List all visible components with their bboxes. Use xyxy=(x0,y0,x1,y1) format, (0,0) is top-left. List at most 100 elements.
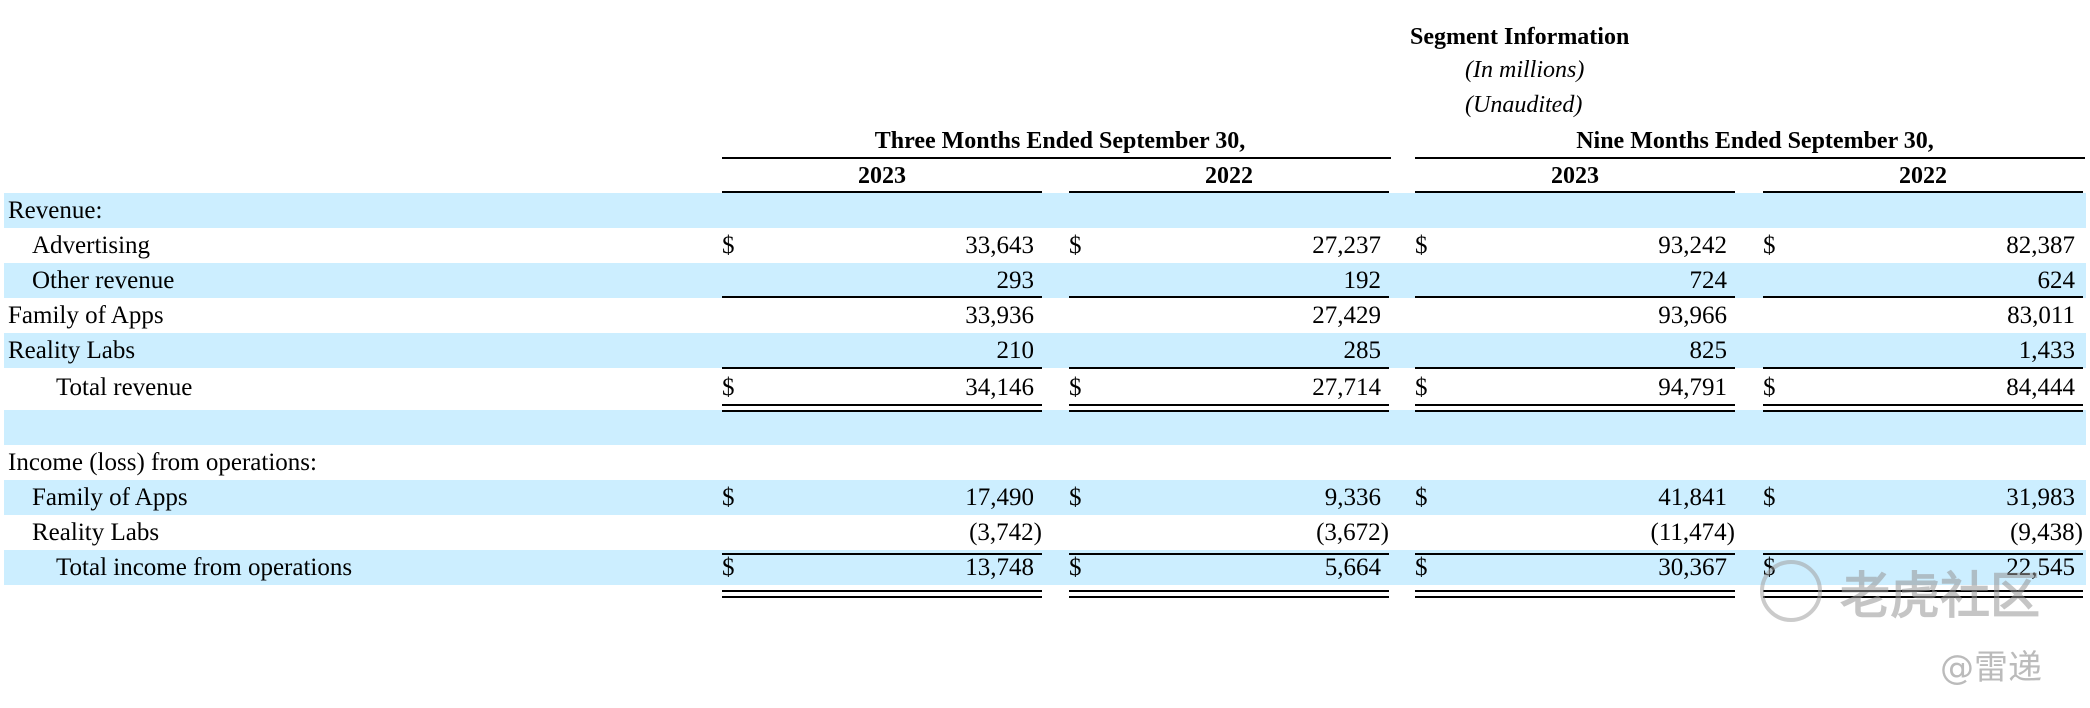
table-cell-value: 84,444 xyxy=(2006,374,2075,401)
total-double-underline xyxy=(1069,590,1389,598)
row-shading xyxy=(4,550,2086,585)
currency-symbol: $ xyxy=(1415,484,1428,511)
currency-symbol: $ xyxy=(1069,232,1082,259)
currency-symbol: $ xyxy=(722,232,735,259)
currency-symbol: $ xyxy=(1069,554,1082,581)
table-cell-value: 724 xyxy=(1689,267,1728,294)
table-cell-value: 624 xyxy=(2037,267,2076,294)
row-shading xyxy=(4,333,2086,368)
column-year-2: 2022 xyxy=(1205,163,1253,189)
currency-symbol: $ xyxy=(1415,554,1428,581)
table-cell-value: (11,474) xyxy=(1650,519,1735,546)
total-double-underline xyxy=(1763,590,2083,598)
currency-symbol: $ xyxy=(1069,374,1082,401)
total-double-underline xyxy=(722,404,1042,412)
table-cell-value: 210 xyxy=(996,337,1035,364)
subtotal-underline xyxy=(722,553,1042,555)
row-shading xyxy=(4,193,2086,228)
row-shading xyxy=(4,480,2086,515)
year-underline-4 xyxy=(1763,191,2083,193)
row-label: Other revenue xyxy=(32,267,175,294)
currency-symbol: $ xyxy=(722,374,735,401)
table-cell-value: 41,841 xyxy=(1658,484,1727,511)
row-label: Family of Apps xyxy=(8,302,164,329)
year-underline-3 xyxy=(1415,191,1735,193)
year-underline-2 xyxy=(1069,191,1389,193)
table-subtitle-unaudited: (Unaudited) xyxy=(1465,92,1583,118)
row-label: Advertising xyxy=(32,232,151,259)
total-double-underline xyxy=(1415,404,1735,412)
subtotal-underline xyxy=(1069,367,1389,369)
subtotal-underline xyxy=(722,367,1042,369)
row-label: Total income from operations xyxy=(56,554,353,581)
currency-symbol: $ xyxy=(1415,232,1428,259)
table-cell-value: 33,643 xyxy=(965,232,1034,259)
table-cell-value: 93,966 xyxy=(1658,302,1727,329)
subtotal-underline xyxy=(1763,296,2083,298)
table-cell-value: 27,429 xyxy=(1312,302,1381,329)
table-cell-value: 82,387 xyxy=(2006,232,2075,259)
table-cell-value: 9,336 xyxy=(1324,484,1381,511)
column-year-3: 2023 xyxy=(1551,163,1599,189)
table-cell-value: (3,672) xyxy=(1316,519,1389,546)
table-cell-value: 285 xyxy=(1343,337,1382,364)
table-cell-value: 1,433 xyxy=(2018,337,2075,364)
currency-symbol: $ xyxy=(1415,374,1428,401)
subtotal-underline xyxy=(1415,553,1735,555)
table-cell-value: 27,237 xyxy=(1312,232,1381,259)
table-cell-value: 31,983 xyxy=(2006,484,2075,511)
currency-symbol: $ xyxy=(1763,374,1776,401)
total-double-underline xyxy=(1069,404,1389,412)
table-cell-value: 13,748 xyxy=(965,554,1034,581)
group-underline-three-months xyxy=(722,157,1391,159)
row-label: Reality Labs xyxy=(32,519,160,546)
row-label: Family of Apps xyxy=(32,484,188,511)
table-cell-value: 17,490 xyxy=(965,484,1034,511)
table-title: Segment Information xyxy=(1410,24,1630,50)
subtotal-underline xyxy=(722,296,1042,298)
currency-symbol: $ xyxy=(1763,484,1776,511)
table-cell-value: 83,011 xyxy=(2007,302,2075,329)
table-cell-value: 5,664 xyxy=(1324,554,1381,581)
row-label: Total revenue xyxy=(56,374,193,401)
watermark-text: 老虎社区 xyxy=(1840,567,2040,625)
table-cell-value: 825 xyxy=(1689,337,1728,364)
currency-symbol: $ xyxy=(722,554,735,581)
watermark-handle: @雷递 xyxy=(1940,648,2042,688)
table-cell-value: (3,742) xyxy=(969,519,1042,546)
watermark-logo-icon xyxy=(1760,560,1822,622)
year-underline-1 xyxy=(722,191,1042,193)
table-cell-value: 94,791 xyxy=(1658,374,1727,401)
subtotal-underline xyxy=(1763,367,2083,369)
total-double-underline xyxy=(1415,590,1735,598)
subtotal-underline xyxy=(1415,296,1735,298)
column-group-three-months: Three Months Ended September 30, xyxy=(874,128,1246,154)
currency-symbol: $ xyxy=(1763,232,1776,259)
table-cell-value: 293 xyxy=(996,267,1035,294)
column-year-4: 2022 xyxy=(1899,163,1947,189)
total-double-underline xyxy=(1763,404,2083,412)
subtotal-underline xyxy=(1069,553,1389,555)
table-cell-value: 27,714 xyxy=(1312,374,1381,401)
row-shading xyxy=(4,263,2086,298)
total-double-underline xyxy=(722,590,1042,598)
row-label: Revenue: xyxy=(8,197,103,224)
group-underline-nine-months xyxy=(1415,157,2085,159)
table-cell-value: (9,438) xyxy=(2010,519,2083,546)
table-cell-value: 33,936 xyxy=(965,302,1034,329)
currency-symbol: $ xyxy=(722,484,735,511)
table-cell-value: 93,242 xyxy=(1658,232,1727,259)
row-shading xyxy=(4,410,2086,445)
table-subtitle-units: (In millions) xyxy=(1465,57,1585,83)
table-cell-value: 192 xyxy=(1343,267,1382,294)
subtotal-underline xyxy=(1069,296,1389,298)
column-group-nine-months: Nine Months Ended September 30, xyxy=(1576,128,1934,154)
row-label: Reality Labs xyxy=(8,337,136,364)
subtotal-underline xyxy=(1763,553,2083,555)
currency-symbol: $ xyxy=(1069,484,1082,511)
row-label: Income (loss) from operations: xyxy=(8,449,317,476)
column-year-1: 2023 xyxy=(858,163,906,189)
table-cell-value: 22,545 xyxy=(2006,554,2075,581)
subtotal-underline xyxy=(1415,367,1735,369)
table-cell-value: 34,146 xyxy=(965,374,1034,401)
